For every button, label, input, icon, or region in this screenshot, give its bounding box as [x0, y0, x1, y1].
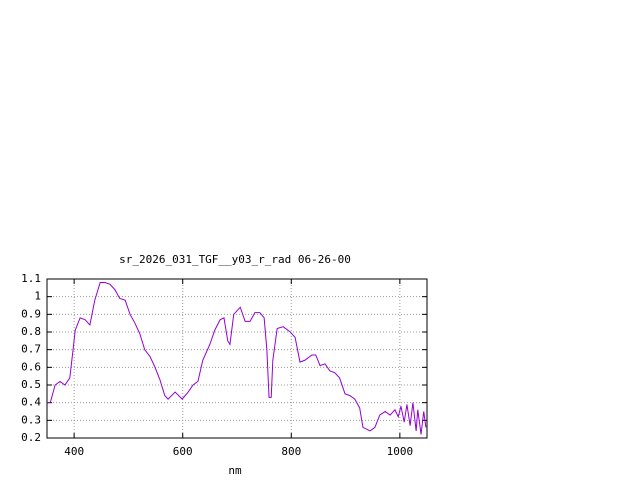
x-tick-label: 600: [173, 445, 193, 458]
x-axis-label: nm: [228, 464, 242, 477]
x-tick-label: 800: [281, 445, 301, 458]
y-tick-label: 0.6: [21, 360, 41, 373]
x-tick-label: 1000: [387, 445, 414, 458]
x-tick-label: 400: [64, 445, 84, 458]
chart-title: sr_2026_031_TGF__y03_r_rad 06-26-00: [119, 253, 351, 266]
y-tick-label: 1.1: [21, 272, 41, 285]
y-tick-label: 0.7: [21, 343, 41, 356]
y-tick-label: 0.5: [21, 378, 41, 391]
y-tick-label: 0.9: [21, 307, 41, 320]
y-tick-label: 0.3: [21, 413, 41, 426]
y-tick-label: 1: [34, 290, 41, 303]
y-tick-label: 0.4: [21, 396, 41, 409]
data-line: [47, 282, 427, 435]
y-tick-label: 0.2: [21, 431, 41, 444]
plot-border: [46, 278, 428, 439]
y-tick-label: 0.8: [21, 325, 41, 338]
